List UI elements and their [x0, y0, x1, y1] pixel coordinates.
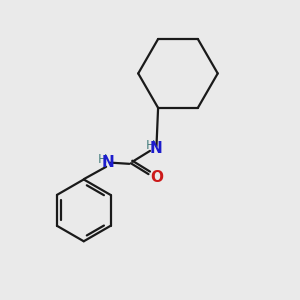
Text: O: O [150, 169, 163, 184]
Text: H: H [98, 153, 108, 166]
Text: N: N [102, 155, 115, 170]
Text: N: N [149, 141, 162, 156]
Text: H: H [145, 139, 155, 152]
